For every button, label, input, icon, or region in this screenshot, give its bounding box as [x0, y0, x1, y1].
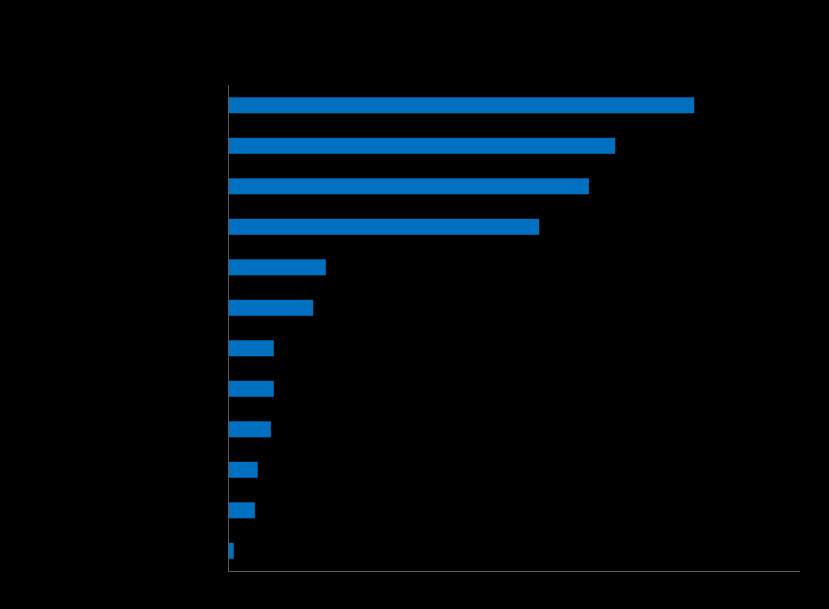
- bar-4: [228, 218, 540, 235]
- bars-group: [228, 97, 695, 559]
- bar-12: [228, 542, 234, 559]
- bar-8: [228, 380, 274, 397]
- bar-6: [228, 299, 314, 316]
- bar-10: [228, 461, 258, 478]
- bar-5: [228, 259, 326, 276]
- bar-2: [228, 137, 616, 154]
- bar-9: [228, 421, 271, 438]
- bar-11: [228, 502, 255, 519]
- bar-3: [228, 178, 589, 195]
- bar-7: [228, 340, 274, 357]
- bar-1: [228, 97, 695, 114]
